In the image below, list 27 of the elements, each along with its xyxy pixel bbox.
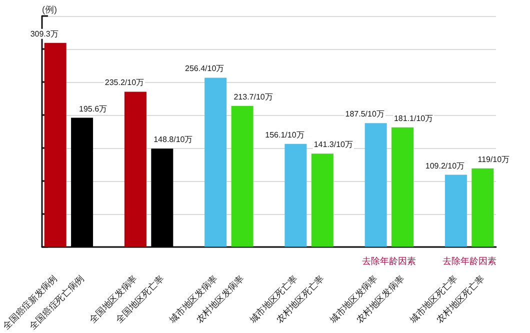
text: 去除年龄因素 [442,256,496,266]
bar [364,123,387,247]
bar [44,42,66,247]
data-label: 235.2/10万 [104,78,144,88]
data-label: 187.5/10万 [345,110,384,119]
bar [311,154,334,247]
bar [71,118,94,247]
data-label: 309.3万 [30,29,58,38]
bar [231,106,254,247]
bar [124,92,146,247]
data-label: 195.6万 [79,104,108,114]
data-label: 213.7/10万 [234,92,273,102]
bar [204,78,227,247]
bar [151,148,174,247]
data-label: 156.1/10万 [265,130,304,140]
bar [284,144,307,247]
text: 去除年龄因素 [362,256,416,266]
data-label: 148.8/10万 [154,135,193,144]
y-axis-title: (例) [42,4,57,14]
data-label: 256.4/10万 [185,64,224,74]
data-label: 141.3/10万 [314,140,353,150]
data-label: 109.2/10万 [425,161,465,170]
data-label: 181.1/10万 [394,114,434,123]
data-label: 119/10万 [478,154,510,164]
bar [444,174,467,247]
bar [392,127,414,247]
bar [472,168,494,247]
